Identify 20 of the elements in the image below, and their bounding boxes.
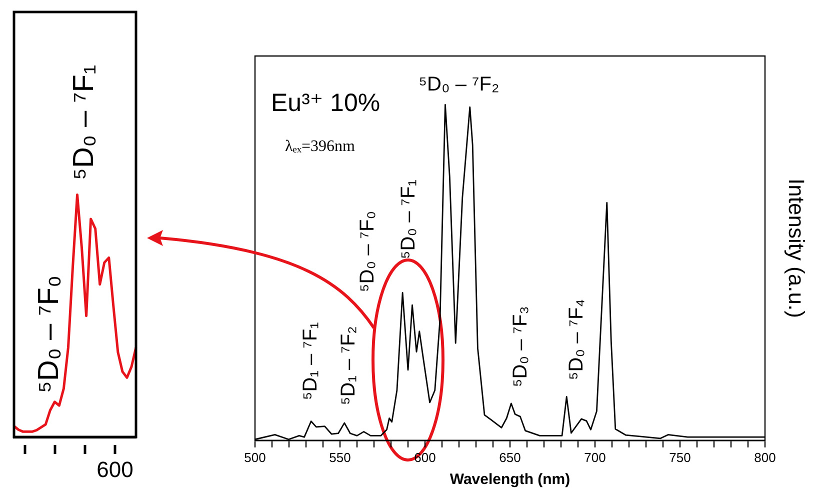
annotation: ⁵D₀ – ⁷F₁ [398, 179, 420, 259]
x-tick-label: 500 [244, 450, 266, 465]
x-axis-title: Wavelength (nm) [450, 471, 570, 488]
x-tick-label: 750 [669, 450, 691, 465]
annotation: λₑₓ=396nm [285, 138, 356, 156]
text: ⁵D₀ – ⁷F₂ [418, 74, 500, 96]
x-tick-label: 600 [414, 450, 436, 465]
x-tick-label: 650 [499, 450, 521, 465]
x-tick-label: 700 [584, 450, 606, 465]
annotation: ⁵D₀ – ⁷F₀ [33, 276, 65, 393]
x-tick-label: 800 [754, 450, 776, 465]
y-axis-title: Intensity (a.u.) [784, 178, 809, 318]
annotation: ⁵D₁ – ⁷F₁ [300, 322, 322, 400]
annotation: ⁵D₀ – ⁷F₀ [356, 210, 379, 292]
annotation: ⁵D₀ – ⁷F₃ [510, 306, 532, 387]
annotation: ⁵D₀ – ⁷F₄ [566, 299, 588, 380]
annotation: Eu³⁺ 10% [271, 88, 380, 117]
x-tick-label: 550 [329, 450, 351, 465]
annotation: ⁵D₁ – ⁷F₂ [338, 326, 360, 405]
text: ⁵D₀ – ⁷F₁ [68, 64, 100, 180]
